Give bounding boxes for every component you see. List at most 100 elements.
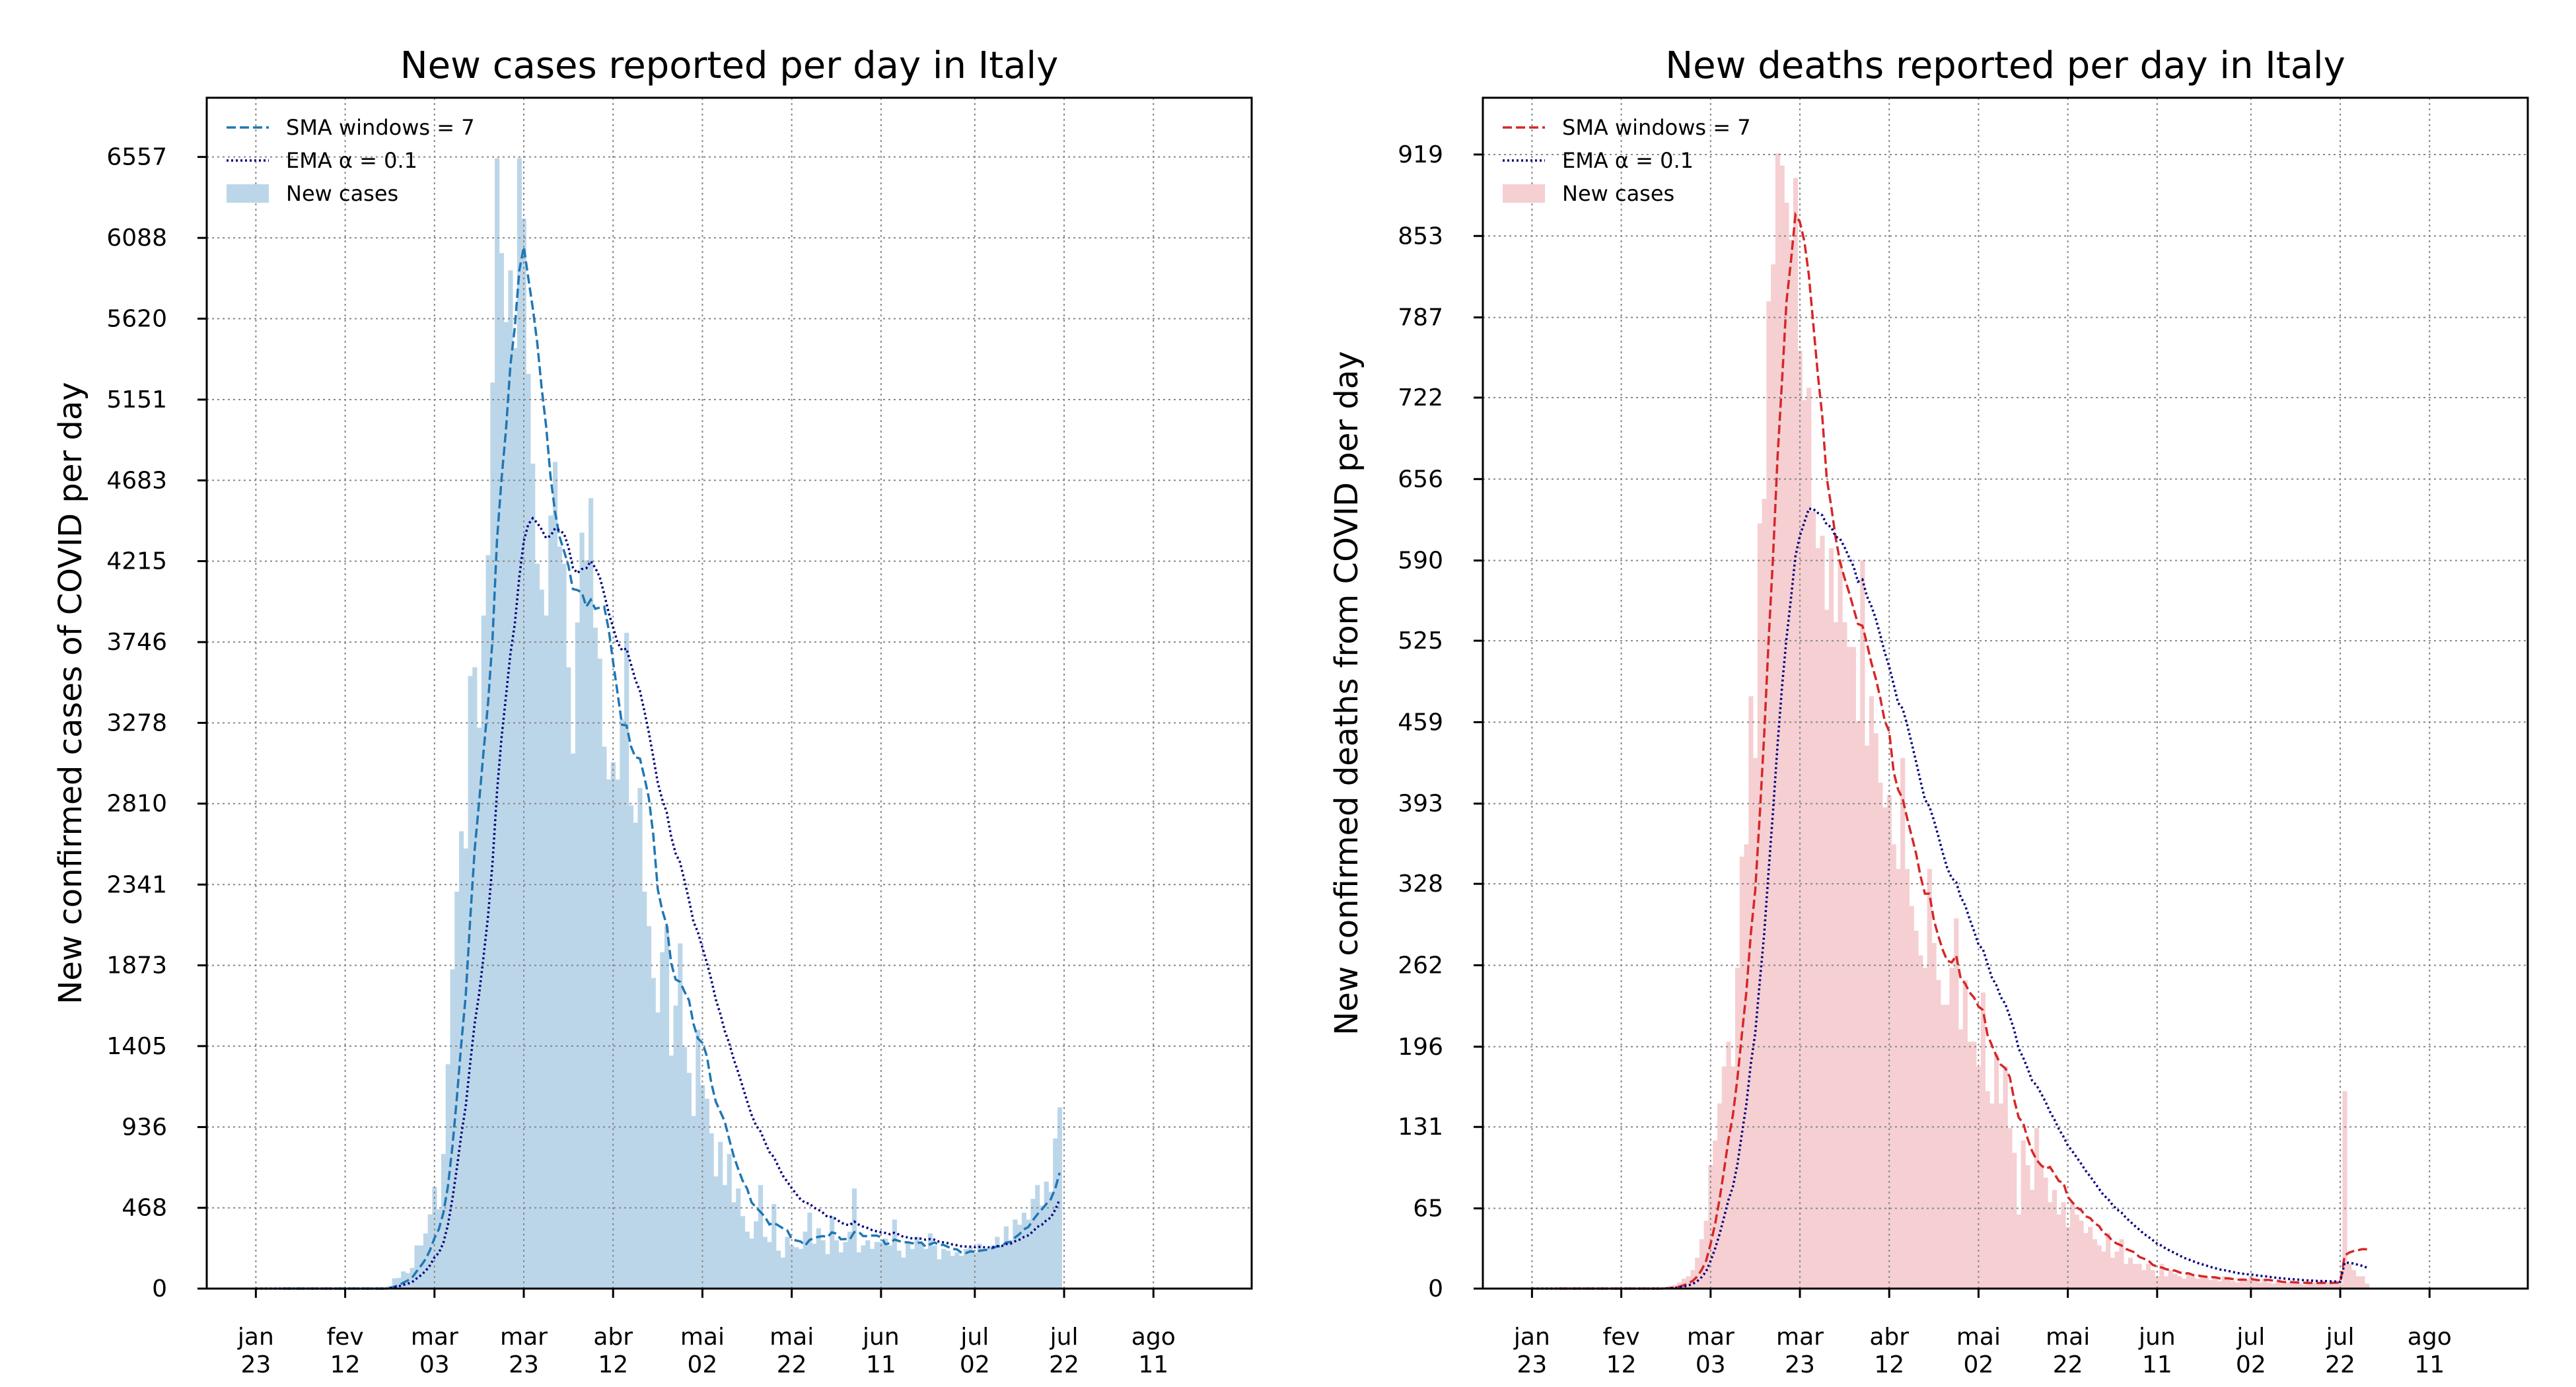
- bar: [2003, 1066, 2008, 1289]
- bar: [508, 270, 513, 1289]
- bar: [2190, 1276, 2196, 1289]
- bar: [2271, 1283, 2276, 1289]
- bar: [503, 322, 509, 1289]
- bar: [1860, 560, 1865, 1289]
- legend-swatch-bar: [227, 184, 269, 203]
- bar: [624, 633, 629, 1289]
- y-tick-label: 6088: [106, 225, 167, 252]
- bar: [534, 563, 540, 1289]
- bar: [628, 805, 634, 1289]
- bar: [718, 1141, 723, 1289]
- bar: [1695, 1258, 1700, 1289]
- y-tick-label: 5620: [106, 305, 167, 332]
- bar: [1672, 1285, 1678, 1289]
- y-tick-label: 459: [1398, 709, 1443, 736]
- y-axis-label: New confirmed deaths from COVID per day: [1328, 351, 1365, 1035]
- bar: [392, 1278, 397, 1289]
- bar: [584, 560, 589, 1289]
- bar: [1757, 523, 1762, 1289]
- bar: [869, 1248, 875, 1289]
- bar: [1771, 264, 1776, 1289]
- bar: [1779, 165, 1785, 1289]
- bar: [2168, 1269, 2173, 1289]
- bar: [2159, 1263, 2165, 1289]
- bar: [544, 615, 549, 1289]
- bar: [1833, 622, 1838, 1289]
- y-tick-label: 3746: [106, 629, 167, 656]
- bar: [2164, 1276, 2169, 1289]
- bar: [1958, 1029, 1964, 1289]
- y-tick-label: 525: [1398, 627, 1443, 655]
- bar: [2342, 1091, 2347, 1289]
- bar: [481, 615, 486, 1289]
- bar: [571, 753, 576, 1289]
- bar: [579, 532, 585, 1289]
- bar: [2110, 1258, 2116, 1289]
- bar: [1797, 351, 1803, 1289]
- y-tick-label: 2810: [106, 791, 167, 818]
- sma-line: [1558, 211, 2367, 1290]
- x-tick-label: jul 02: [2236, 1324, 2266, 1378]
- bar: [713, 1176, 719, 1289]
- bar: [1053, 1138, 1058, 1289]
- x-tick-label: jul 22: [2325, 1324, 2355, 1378]
- y-tick-label: 853: [1398, 223, 1443, 250]
- bar: [2307, 1282, 2312, 1289]
- bar: [1044, 1181, 1049, 1289]
- chart-panel-1: 0 468 936 1405 1873 2341 2810 3278 3746 4215 4683 5…: [52, 44, 1253, 1378]
- bar: [2128, 1258, 2133, 1289]
- bar: [552, 462, 558, 1289]
- bar: [2182, 1279, 2187, 1289]
- bar: [526, 374, 531, 1289]
- bar: [673, 1005, 678, 1289]
- y-axis-label: New confirmed cases of COVID per day: [52, 382, 89, 1004]
- bar: [1726, 1042, 1731, 1289]
- bar: [937, 1259, 942, 1289]
- bar: [985, 1248, 991, 1289]
- bar: [1026, 1219, 1031, 1289]
- x-tick-label: jan 23: [1513, 1324, 1550, 1378]
- bar: [727, 1154, 732, 1289]
- bar: [1793, 178, 1799, 1289]
- bar: [2360, 1276, 2365, 1289]
- bar: [2239, 1279, 2245, 1289]
- bar: [458, 831, 464, 1289]
- bar: [2289, 1282, 2294, 1289]
- plot-frame: [1482, 96, 2529, 1290]
- x-axis: jan 23 fev 12 mar 03 mar 23 abr 12 mai 02 mai 22 jun 11…: [237, 1289, 1176, 1378]
- bar: [861, 1245, 866, 1289]
- bar: [990, 1245, 995, 1289]
- bar: [410, 1267, 415, 1289]
- bar: [539, 589, 544, 1289]
- bar: [2079, 1221, 2084, 1289]
- bar: [1855, 721, 1861, 1289]
- bar: [851, 1188, 857, 1289]
- bar: [1035, 1185, 1040, 1289]
- bar: [1954, 918, 1959, 1289]
- bar: [2030, 1190, 2035, 1289]
- bar: [963, 1248, 969, 1289]
- y-tick-label: 2341: [106, 871, 167, 898]
- bar: [1922, 968, 1928, 1289]
- bar: [1869, 696, 1874, 1289]
- y-tick-label: 1873: [106, 952, 167, 979]
- bar: [780, 1257, 785, 1289]
- bar: [668, 1055, 674, 1289]
- bar: [1008, 1240, 1013, 1289]
- bar: [2262, 1279, 2267, 1289]
- bar: [450, 969, 455, 1289]
- bar: [1802, 400, 1807, 1289]
- bar: [785, 1236, 790, 1289]
- y-tick-label: 0: [152, 1275, 167, 1302]
- bar: [888, 1245, 893, 1289]
- bar: [2257, 1282, 2263, 1289]
- bar: [1013, 1219, 1018, 1289]
- y-tick-label: 393: [1398, 791, 1443, 818]
- bar: [775, 1250, 781, 1289]
- bar: [762, 1236, 768, 1289]
- bar: [923, 1248, 929, 1289]
- bar: [597, 658, 602, 1289]
- bar: [637, 788, 643, 1289]
- bar: [610, 762, 616, 1289]
- bar: [2186, 1273, 2191, 1289]
